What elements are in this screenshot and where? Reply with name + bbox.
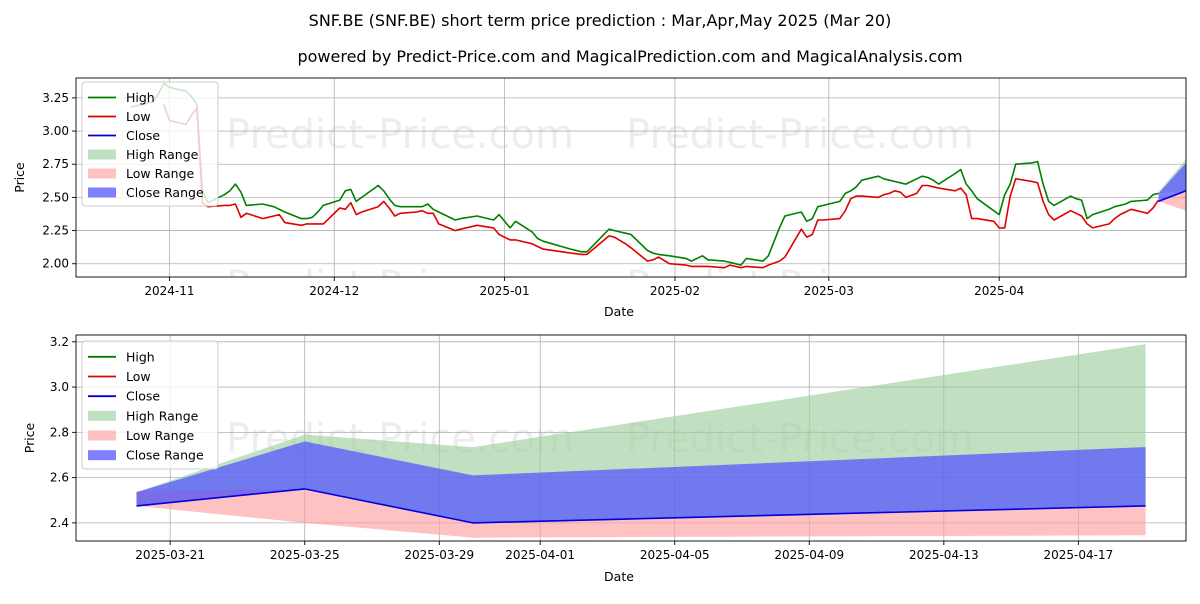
- legend-label: Close Range: [126, 448, 204, 463]
- legend-label: High Range: [126, 408, 199, 423]
- x-tick-label: 2025-03-29: [404, 548, 474, 562]
- x-tick-label: 2025-03: [804, 284, 854, 298]
- legend-label: Low Range: [126, 428, 195, 443]
- y-tick-label: 2.00: [42, 257, 69, 271]
- x-tick-label: 2025-03-21: [135, 548, 205, 562]
- legend-label: Close Range: [126, 185, 204, 200]
- legend: High Low Close High Range Low Range Close Ran…: [82, 82, 218, 206]
- x-tick-label: 2025-02: [650, 284, 700, 298]
- legend-label: Low: [126, 109, 151, 124]
- y-axis-label: Price: [12, 162, 27, 193]
- chart-title: SNF.BE (SNF.BE) short term price predict…: [309, 11, 892, 30]
- watermark-text: Predict-Price.com: [226, 112, 574, 158]
- x-axis-label: Date: [604, 569, 634, 584]
- y-tick-label: 2.4: [50, 516, 69, 530]
- legend-label: Close: [126, 128, 160, 143]
- watermark-text: Predict-Price.com: [626, 112, 974, 158]
- x-tick-label: 2024-12: [309, 284, 359, 298]
- legend-swatch: [88, 450, 116, 460]
- legend: High Low Close High Range Low Range Close Ran…: [82, 341, 218, 469]
- x-tick-label: 2025-04-01: [505, 548, 575, 562]
- legend-label: High: [126, 90, 155, 105]
- x-tick-label: 2025-03-25: [270, 548, 340, 562]
- y-axis-label: Price: [22, 422, 37, 453]
- y-tick-label: 2.25: [42, 224, 69, 238]
- y-tick-label: 2.8: [50, 425, 69, 439]
- x-axis-label: Date: [604, 304, 634, 319]
- y-tick-label: 3.0: [50, 380, 69, 394]
- legend-label: High Range: [126, 147, 199, 162]
- y-tick-label: 3.2: [50, 335, 69, 349]
- legend-swatch: [88, 169, 116, 179]
- legend-swatch: [88, 431, 116, 441]
- legend-label: Low Range: [126, 166, 195, 181]
- y-tick-label: 2.50: [42, 190, 69, 204]
- legend-label: Close: [126, 389, 160, 404]
- legend-swatch: [88, 411, 116, 421]
- legend-swatch: [88, 150, 116, 160]
- y-tick-label: 2.6: [50, 471, 69, 485]
- y-tick-label: 3.00: [42, 124, 69, 138]
- x-tick-label: 2025-04-17: [1043, 548, 1113, 562]
- legend-label: Low: [126, 369, 151, 384]
- x-tick-label: 2025-04-13: [909, 548, 979, 562]
- y-tick-label: 2.75: [42, 157, 69, 171]
- x-tick-label: 2025-04-09: [774, 548, 844, 562]
- chart-subtitle: powered by Predict-Price.com and Magical…: [297, 47, 962, 66]
- y-tick-label: 3.25: [42, 91, 69, 105]
- x-tick-label: 2025-04: [974, 284, 1024, 298]
- x-tick-label: 2025-04-05: [640, 548, 710, 562]
- legend-swatch: [88, 188, 116, 198]
- legend-label: High: [126, 349, 155, 364]
- x-tick-label: 2024-11: [144, 284, 194, 298]
- x-tick-label: 2025-01: [480, 284, 530, 298]
